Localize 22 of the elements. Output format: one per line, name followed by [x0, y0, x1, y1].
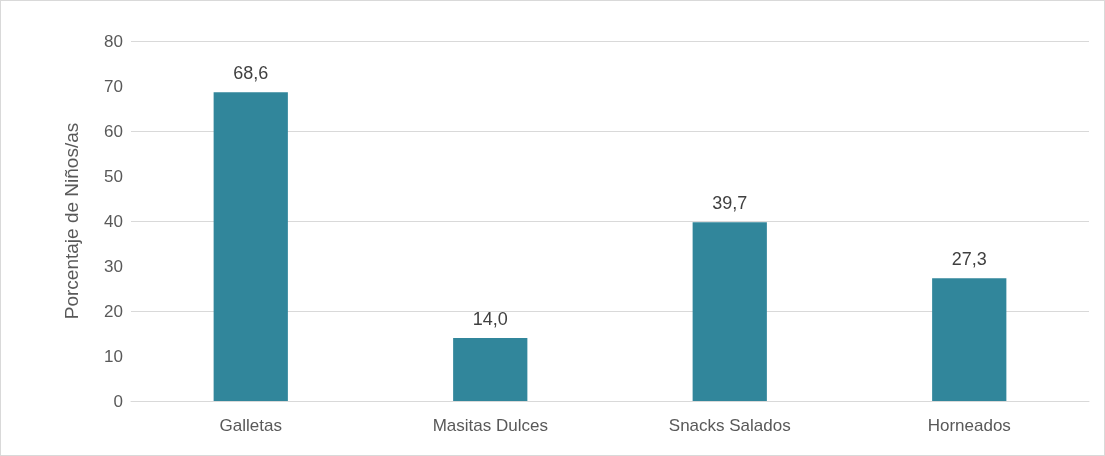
x-tick-label: Galletas [219, 416, 282, 435]
bar [213, 92, 288, 401]
y-tick-label: 0 [113, 391, 123, 411]
y-tick-label: 30 [104, 256, 123, 276]
data-label: 27,3 [951, 249, 987, 270]
x-tick-label: Masitas Dulces [432, 416, 548, 435]
y-tick-label: 10 [104, 346, 123, 366]
y-tick-label: 60 [104, 121, 123, 141]
y-tick-label: 80 [104, 31, 123, 51]
data-label: 68,6 [233, 63, 269, 84]
y-axis-title: Porcentaje de Niños/as [61, 122, 82, 320]
bar [692, 222, 767, 401]
data-label: 39,7 [712, 193, 748, 214]
y-tick-label: 40 [104, 211, 123, 231]
bar [453, 338, 528, 401]
y-tick-label: 20 [104, 301, 123, 321]
x-tick-label: Snacks Salados [668, 416, 791, 435]
data-label: 14,0 [472, 309, 508, 329]
y-tick-label: 50 [104, 166, 123, 186]
y-tick-label: 70 [104, 76, 123, 96]
bar [932, 278, 1007, 401]
x-tick-label: Horneados [927, 416, 1011, 435]
